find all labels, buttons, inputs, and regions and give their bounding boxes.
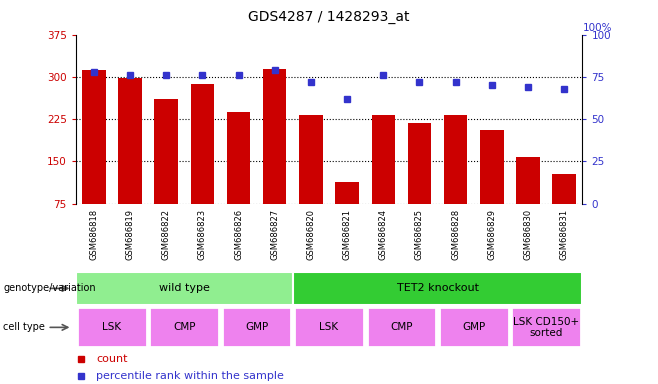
Text: GSM686824: GSM686824 xyxy=(379,209,388,260)
Bar xyxy=(293,272,582,305)
Text: GSM686818: GSM686818 xyxy=(89,209,98,260)
Bar xyxy=(149,308,219,347)
Text: GSM686831: GSM686831 xyxy=(560,209,569,260)
Text: GSM686830: GSM686830 xyxy=(524,209,532,260)
Text: GMP: GMP xyxy=(245,322,268,333)
Text: CMP: CMP xyxy=(390,322,413,333)
Text: GMP: GMP xyxy=(462,322,486,333)
Bar xyxy=(227,112,250,204)
Bar xyxy=(439,308,509,347)
Bar xyxy=(222,308,291,347)
Bar xyxy=(517,157,540,204)
Text: LSK: LSK xyxy=(102,322,122,333)
Text: GSM686829: GSM686829 xyxy=(488,209,496,260)
Bar xyxy=(336,182,359,204)
Text: GSM686822: GSM686822 xyxy=(162,209,170,260)
Text: GSM686825: GSM686825 xyxy=(415,209,424,260)
Bar xyxy=(553,174,576,204)
Bar xyxy=(408,123,431,204)
Text: percentile rank within the sample: percentile rank within the sample xyxy=(96,371,284,381)
Text: GDS4287 / 1428293_at: GDS4287 / 1428293_at xyxy=(248,10,410,23)
Text: genotype/variation: genotype/variation xyxy=(3,283,96,293)
Bar xyxy=(294,308,364,347)
Bar xyxy=(155,99,178,204)
Bar xyxy=(118,78,141,204)
Text: CMP: CMP xyxy=(173,322,195,333)
Text: TET2 knockout: TET2 knockout xyxy=(397,283,478,293)
Bar xyxy=(367,308,436,347)
Text: wild type: wild type xyxy=(159,283,210,293)
Text: GSM686823: GSM686823 xyxy=(198,209,207,260)
Text: cell type: cell type xyxy=(3,322,45,333)
Bar xyxy=(76,272,293,305)
Bar xyxy=(511,308,581,347)
Bar xyxy=(191,84,214,204)
Bar xyxy=(82,70,105,204)
Text: GSM686827: GSM686827 xyxy=(270,209,279,260)
Bar xyxy=(299,115,322,204)
Bar xyxy=(77,308,147,347)
Text: GSM686826: GSM686826 xyxy=(234,209,243,260)
Text: LSK CD150+
sorted: LSK CD150+ sorted xyxy=(513,316,579,338)
Text: count: count xyxy=(96,354,128,364)
Text: GSM686821: GSM686821 xyxy=(343,209,351,260)
Text: LSK: LSK xyxy=(319,322,339,333)
Text: 100%: 100% xyxy=(582,23,612,33)
Bar xyxy=(263,70,286,204)
Text: GSM686819: GSM686819 xyxy=(126,209,134,260)
Text: GSM686828: GSM686828 xyxy=(451,209,460,260)
Bar xyxy=(480,130,503,204)
Bar xyxy=(372,115,395,204)
Bar xyxy=(444,115,467,204)
Text: GSM686820: GSM686820 xyxy=(307,209,315,260)
